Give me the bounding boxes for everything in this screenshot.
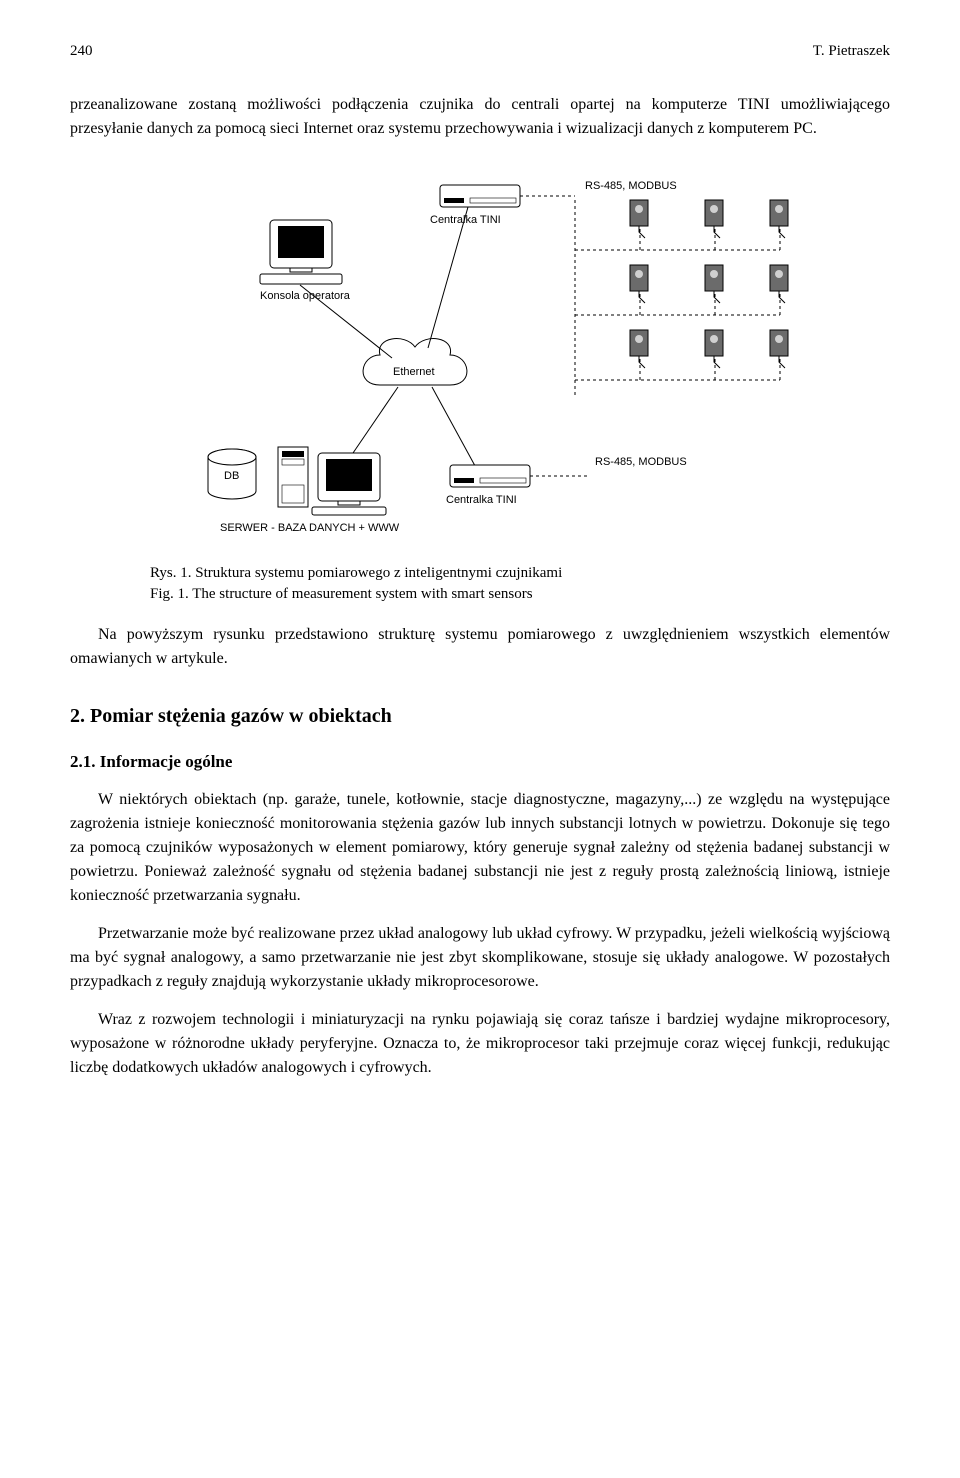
- sensor-array: [630, 200, 788, 368]
- rs485-top-label: RS-485, MODBUS: [585, 180, 677, 192]
- paragraph-1: przeanalizowane zostaną możliwości podłą…: [70, 93, 890, 141]
- centralka-bottom-label: Centralka TINI: [446, 494, 517, 506]
- caption-line-1: Rys. 1. Struktura systemu pomiarowego z …: [150, 563, 890, 584]
- paragraph-3: W niektórych obiektach (np. garaże, tune…: [70, 788, 890, 908]
- paragraph-5: Wraz z rozwojem technologii i miniaturyz…: [70, 1008, 890, 1080]
- figure-1: Centralka TINI RS-485, MODBUS Konsola op…: [70, 165, 890, 605]
- heading-section-2: 2. Pomiar stężenia gazów w obiektach: [70, 701, 890, 731]
- ethernet-label: Ethernet: [393, 366, 435, 378]
- paragraph-2: Na powyższym rysunku przedstawiono struk…: [70, 623, 890, 671]
- db-label: DB: [224, 470, 239, 482]
- serwer-label: SERWER - BAZA DANYCH + WWW: [220, 522, 400, 534]
- system-diagram: Centralka TINI RS-485, MODBUS Konsola op…: [160, 165, 800, 555]
- server-tower-icon: [278, 447, 308, 507]
- heading-sub-2-1: 2.1. Informacje ogólne: [70, 749, 890, 775]
- caption-line-2: Fig. 1. The structure of measurement sys…: [150, 584, 890, 605]
- server-monitor-icon: [312, 453, 386, 515]
- page-number: 240: [70, 40, 93, 63]
- centralka-bottom-icon: [450, 465, 530, 487]
- ethernet-cloud-icon: [363, 338, 467, 384]
- header-author: T. Pietraszek: [813, 40, 890, 63]
- konsola-icon: [260, 220, 342, 284]
- konsola-label: Konsola operatora: [260, 290, 351, 302]
- figure-caption: Rys. 1. Struktura systemu pomiarowego z …: [150, 563, 890, 605]
- centralka-top-icon: [440, 185, 520, 207]
- page-header: 240 T. Pietraszek: [70, 40, 890, 63]
- paragraph-4: Przetwarzanie może być realizowane przez…: [70, 922, 890, 994]
- rs485-bottom-label: RS-485, MODBUS: [595, 456, 687, 468]
